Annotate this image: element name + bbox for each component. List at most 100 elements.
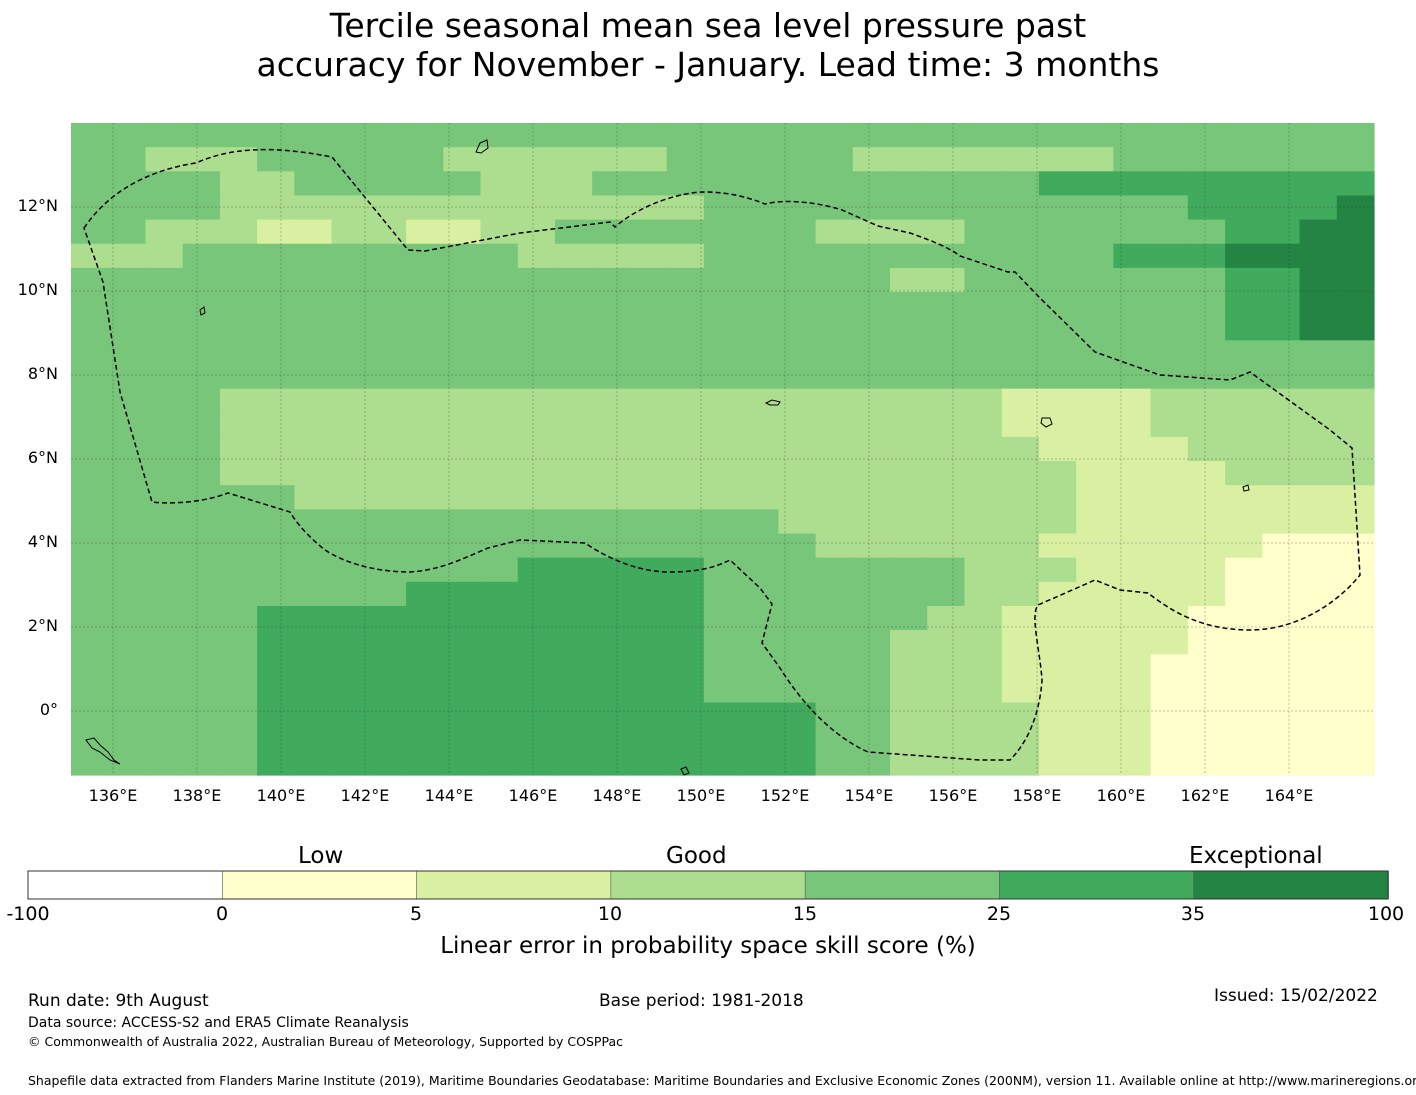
lon-tick-164e: 164°E (1264, 786, 1314, 805)
grid-cell (964, 412, 1003, 438)
grid-cell (927, 485, 966, 510)
grid-cell (1038, 605, 1077, 631)
grid-cell (480, 533, 519, 559)
grid-cell (852, 630, 891, 655)
grid-cell (592, 364, 631, 390)
grid-cell (1076, 702, 1114, 728)
data-source: Data source: ACCESS-S2 and ERA5 Climate … (28, 1015, 409, 1031)
grid-cell (1299, 364, 1338, 390)
grid-cell (1038, 388, 1077, 414)
grid-cell (778, 267, 817, 293)
map-panel (71, 123, 1375, 776)
grid-cell (1113, 654, 1152, 680)
grid-cell (257, 195, 295, 221)
grid-cell (927, 388, 966, 414)
grid-cell (703, 557, 742, 583)
grid-cell (554, 533, 593, 559)
grid-cell (145, 630, 184, 655)
grid-cell (182, 678, 221, 704)
grid-cell (666, 292, 705, 317)
grid-cell (964, 726, 1003, 752)
grid-cell (1225, 581, 1263, 607)
grid-cell (1225, 485, 1263, 510)
grid-cell (1336, 412, 1375, 438)
grid-cell (964, 509, 1003, 535)
grid-cell (219, 485, 258, 510)
grid-cell (666, 195, 705, 221)
grid-cell (1225, 702, 1263, 728)
grid-cell (1076, 388, 1114, 414)
grid-cell (1299, 219, 1338, 245)
grid-cell (182, 726, 221, 752)
grid-cell (1038, 171, 1077, 197)
grid-cell (815, 509, 854, 535)
grid-cell (778, 147, 817, 172)
grid-cell (443, 581, 482, 607)
grid-cell (219, 267, 258, 293)
grid-cell (927, 340, 966, 366)
grid-cell (257, 412, 295, 438)
grid-cell (927, 750, 966, 776)
grid-cell (108, 436, 147, 462)
grid-cell (406, 292, 444, 317)
grid-cell (1150, 364, 1189, 390)
colorbar-category-good: Good (666, 843, 727, 869)
grid-cell (1299, 485, 1338, 510)
grid-cell (294, 243, 333, 269)
grid-cell (741, 412, 779, 438)
grid-cell (1336, 243, 1375, 269)
grid-cell (480, 388, 519, 414)
grid-cell (517, 654, 556, 680)
islands (85, 139, 1250, 776)
grid-cell (1001, 654, 1040, 680)
grid-cell (1225, 219, 1263, 245)
grid-cell (741, 123, 779, 148)
colorbar-tick-minus100: -100 (6, 903, 50, 925)
grid-cell (1150, 340, 1189, 366)
grid-cell (1001, 123, 1040, 148)
grid-cell (852, 316, 891, 341)
grid-cell (257, 533, 295, 559)
grid-cell (964, 702, 1003, 728)
island-yap (199, 306, 206, 316)
grid-cell (108, 678, 147, 704)
grid-cell (927, 461, 966, 486)
grid-cell (1262, 581, 1301, 607)
grid-cell (182, 267, 221, 293)
grid-cell (331, 436, 370, 462)
grid-cell (1336, 195, 1375, 221)
grid-cell (1262, 147, 1301, 172)
grid-cell (1001, 219, 1040, 245)
grid-cell (1299, 267, 1338, 293)
grid-cell (741, 171, 779, 197)
grid-cell (890, 147, 928, 172)
grid-cell (517, 461, 556, 486)
grid-cell (964, 171, 1003, 197)
grid-cell (1262, 533, 1301, 559)
grid-cell (1262, 461, 1301, 486)
grid-cell (666, 461, 705, 486)
grid-cell (1187, 654, 1226, 680)
grid-cell (182, 581, 221, 607)
grid-cell (108, 243, 147, 269)
grid-cell (964, 147, 1003, 172)
run-date: Run date: 9th August (28, 991, 209, 1011)
grid-cell (927, 267, 966, 293)
grid-cell (257, 243, 295, 269)
colorbar-segment (999, 870, 1195, 900)
grid-cell (219, 750, 258, 776)
grid-cell (145, 340, 184, 366)
grid-cell (592, 340, 631, 366)
grid-cell (890, 219, 928, 245)
grid-cell (927, 509, 966, 535)
grid-cell (890, 485, 928, 510)
grid-cell (257, 605, 295, 631)
grid-cell (368, 678, 407, 704)
grid-cell (778, 461, 817, 486)
grid-cell (964, 340, 1003, 366)
grid-cell (703, 388, 742, 414)
grid-cell (1225, 750, 1263, 776)
grid-cell (71, 340, 109, 366)
grid-cell (1038, 195, 1077, 221)
grid-cell (443, 702, 482, 728)
